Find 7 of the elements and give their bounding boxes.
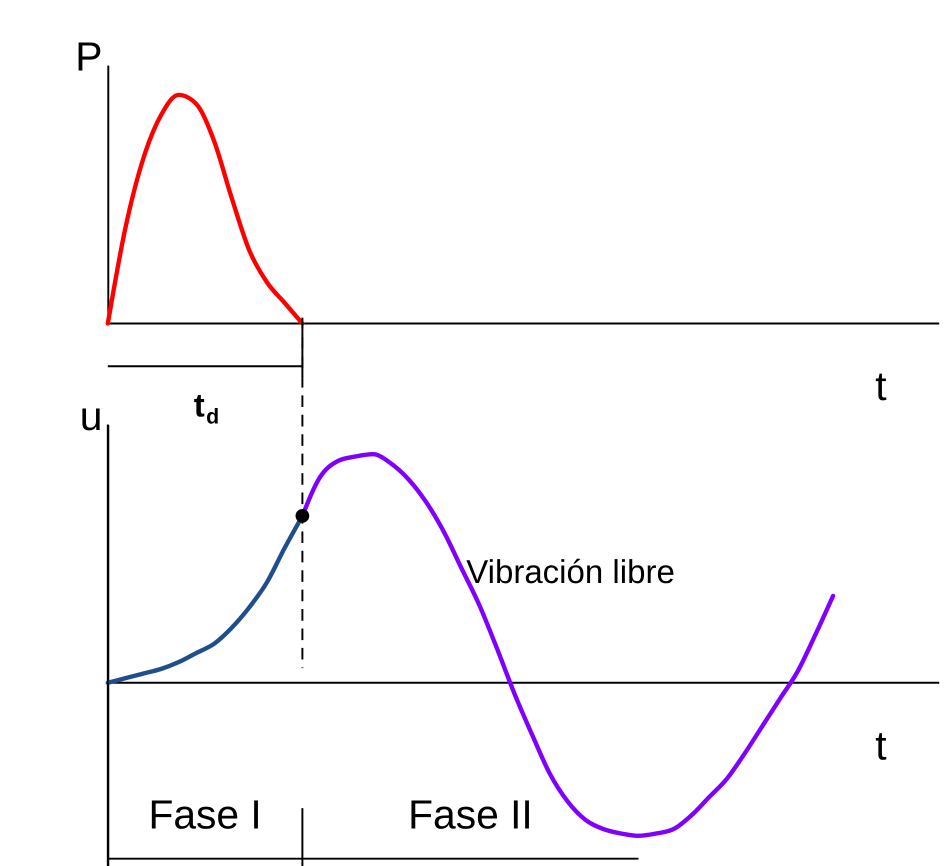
annotation: Fase II bbox=[408, 792, 533, 838]
annotation: Vibración libre bbox=[466, 552, 675, 590]
annotation: Fase I bbox=[148, 792, 262, 838]
x-axis-title: t bbox=[875, 363, 888, 410]
x-axis-title: t bbox=[875, 722, 888, 768]
y-axis-title: u bbox=[80, 392, 102, 439]
y-axis-title: P bbox=[75, 33, 102, 80]
